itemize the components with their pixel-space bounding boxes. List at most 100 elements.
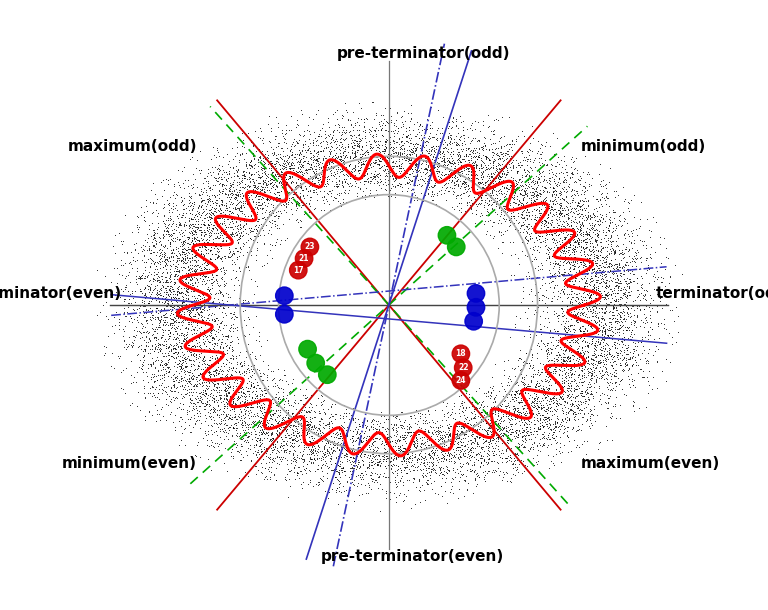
- Point: [554, 439, 567, 448]
- Point: [466, 118, 478, 127]
- Point: [394, 168, 406, 178]
- Point: [531, 218, 543, 228]
- Point: [577, 242, 589, 251]
- Point: [303, 120, 315, 130]
- Point: [340, 431, 353, 440]
- Point: [444, 165, 456, 175]
- Point: [537, 395, 549, 405]
- Point: [625, 368, 637, 378]
- Point: [290, 184, 302, 194]
- Point: [543, 415, 555, 425]
- Point: [549, 377, 561, 387]
- Point: [608, 248, 621, 257]
- Point: [183, 310, 195, 320]
- Point: [208, 376, 220, 386]
- Point: [458, 178, 470, 187]
- Point: [573, 217, 585, 227]
- Point: [566, 184, 578, 194]
- Point: [562, 268, 574, 278]
- Point: [230, 203, 243, 213]
- Point: [336, 176, 349, 186]
- Point: [178, 354, 190, 364]
- Point: [604, 297, 617, 307]
- Point: [492, 432, 505, 442]
- Point: [254, 402, 266, 412]
- Point: [417, 151, 429, 160]
- Point: [318, 395, 330, 405]
- Point: [568, 401, 580, 411]
- Point: [210, 274, 222, 284]
- Point: [180, 245, 192, 254]
- Point: [182, 325, 194, 334]
- Point: [493, 446, 505, 456]
- Point: [162, 362, 174, 371]
- Point: [232, 246, 244, 256]
- Point: [214, 218, 226, 228]
- Point: [575, 387, 588, 396]
- Point: [500, 409, 512, 418]
- Point: [380, 440, 392, 450]
- Point: [280, 432, 293, 442]
- Point: [571, 403, 584, 413]
- Point: [591, 326, 603, 336]
- Point: [183, 319, 195, 329]
- Point: [564, 337, 576, 347]
- Point: [411, 192, 423, 202]
- Point: [574, 315, 587, 325]
- Point: [599, 362, 611, 371]
- Point: [296, 173, 308, 182]
- Point: [531, 348, 543, 357]
- Point: [399, 446, 411, 456]
- Point: [174, 192, 187, 202]
- Point: [250, 420, 262, 429]
- Point: [511, 146, 523, 156]
- Point: [623, 207, 635, 217]
- Point: [570, 186, 582, 196]
- Point: [168, 316, 180, 326]
- Point: [596, 201, 608, 211]
- Point: [177, 204, 189, 214]
- Point: [509, 418, 521, 428]
- Point: [300, 439, 313, 449]
- Point: [403, 423, 415, 433]
- Point: [233, 293, 245, 303]
- Point: [547, 222, 559, 232]
- Point: [607, 352, 620, 362]
- Point: [198, 250, 210, 260]
- Point: [462, 206, 474, 215]
- Point: [306, 457, 319, 467]
- Point: [570, 289, 582, 299]
- Point: [364, 470, 376, 480]
- Point: [182, 271, 194, 281]
- Point: [611, 240, 624, 249]
- Point: [498, 396, 511, 406]
- Point: [485, 420, 497, 430]
- Point: [626, 361, 638, 371]
- Point: [194, 298, 206, 308]
- Point: [458, 423, 470, 433]
- Point: [628, 316, 641, 326]
- Point: [406, 164, 419, 174]
- Point: [393, 150, 406, 160]
- Point: [547, 185, 559, 195]
- Point: [145, 185, 157, 195]
- Point: [465, 120, 477, 130]
- Point: [177, 404, 190, 414]
- Point: [530, 192, 542, 201]
- Point: [630, 250, 642, 260]
- Point: [286, 421, 299, 431]
- Point: [594, 373, 607, 383]
- Point: [164, 192, 177, 202]
- Point: [300, 198, 313, 207]
- Point: [444, 172, 456, 182]
- Point: [597, 314, 609, 323]
- Point: [335, 166, 347, 176]
- Point: [556, 237, 568, 247]
- Point: [313, 131, 326, 141]
- Point: [556, 235, 568, 245]
- Point: [445, 138, 458, 148]
- Point: [339, 442, 351, 452]
- Point: [483, 176, 495, 185]
- Point: [572, 425, 584, 434]
- Point: [140, 257, 152, 267]
